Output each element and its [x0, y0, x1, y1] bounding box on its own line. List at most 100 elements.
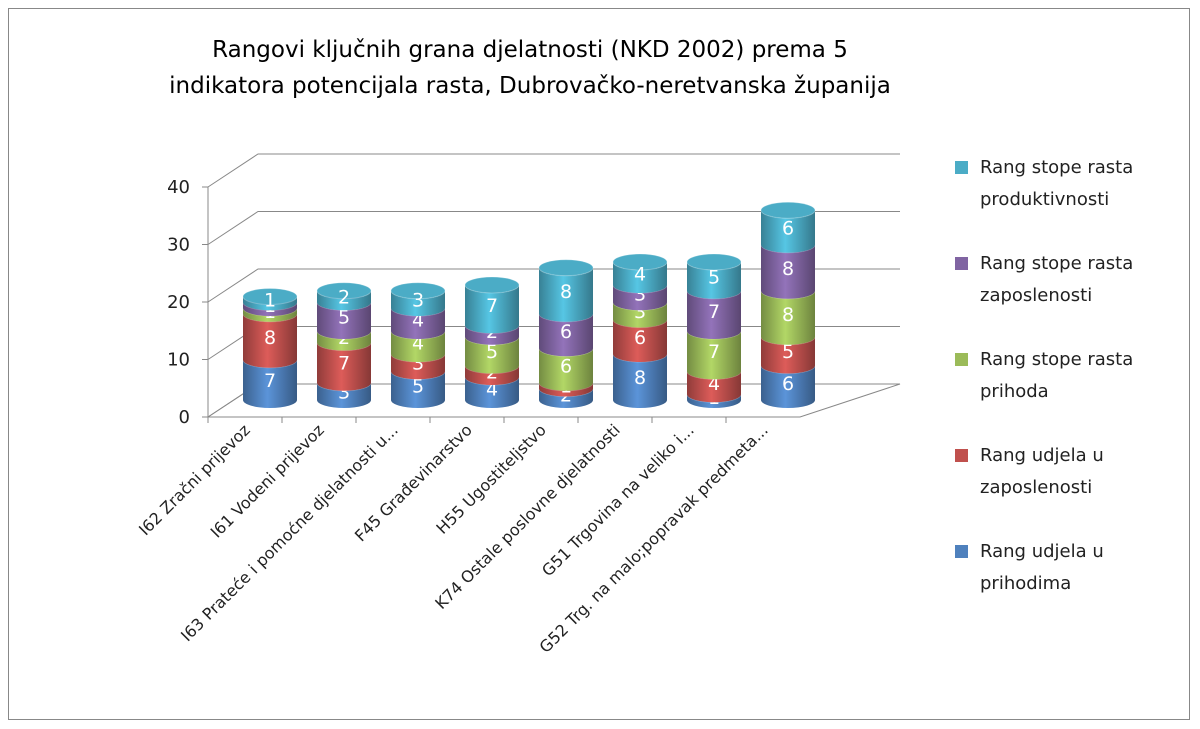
cylinder-top [760, 201, 816, 219]
cylinder-segment [465, 285, 519, 334]
cylinder-segment [465, 336, 519, 374]
cylinder-segment [687, 262, 741, 299]
cylinder-segment [761, 210, 815, 253]
y-tick-label: 30 [167, 235, 190, 256]
legend-item: Rang stope rasta produktivnosti [955, 152, 1155, 248]
legend-item: Rang stope rasta zaposlenosti [955, 248, 1155, 344]
cylinder-top [538, 259, 594, 277]
cylinder-segment [243, 296, 297, 311]
cylinder-segment [317, 290, 371, 311]
cylinder-segment [391, 331, 445, 362]
value-label: 5 [782, 341, 794, 363]
value-label: 4 [634, 264, 646, 286]
legend-label: Rang stope rasta zaposlenosti [980, 253, 1134, 306]
value-label: 6 [782, 373, 794, 395]
cylinder-segment [539, 382, 593, 397]
cylinder-segment [761, 365, 815, 408]
cylinder-segment [687, 290, 741, 339]
cylinder-segment [317, 342, 371, 391]
cylinder-segment [391, 371, 445, 408]
cylinder-segment [391, 308, 445, 339]
cylinder-segment [613, 354, 667, 408]
cylinder-segment [687, 371, 741, 403]
grid-line [207, 211, 900, 245]
cylinder-segment [243, 359, 297, 408]
legend-item: Rang udjela u prihodima [955, 536, 1155, 632]
cylinder-top [316, 282, 372, 300]
value-label: 7 [708, 301, 720, 323]
cylinder-segment [243, 302, 297, 316]
value-label: 6 [782, 218, 794, 240]
cylinder-segment [465, 325, 519, 345]
cylinder-top [242, 288, 298, 305]
legend-label: Rang udjela u zaposlenosti [980, 445, 1104, 498]
y-tick-label: 40 [167, 177, 190, 198]
legend-item: Rang stope rasta prihoda [955, 344, 1155, 440]
chart-title: Rangovi ključnih grana djelatnosti (NKD … [169, 37, 891, 99]
cylinder-segment [687, 394, 741, 408]
legend-label: Rang stope rasta prihoda [980, 349, 1134, 402]
chart-frame [8, 8, 1190, 720]
value-label: 5 [338, 307, 350, 329]
cylinder-top [612, 253, 668, 271]
cylinder-segment [317, 331, 371, 351]
legend-swatch [955, 449, 968, 462]
cylinder-top [686, 253, 742, 271]
y-tick-label: 0 [179, 407, 190, 428]
y-tick-label: 20 [167, 292, 190, 313]
cylinder-segment [539, 267, 593, 322]
cylinder-segment [539, 348, 593, 391]
legend-swatch [955, 161, 968, 174]
cylinder-segment [317, 302, 371, 339]
cylinder-segment [613, 285, 667, 311]
cylinder-top [464, 276, 520, 294]
legend: Rang stope rasta produktivnosti Rang stop… [955, 152, 1155, 632]
cylinder-segment [465, 365, 519, 385]
value-label: 8 [782, 304, 794, 326]
value-label: 7 [264, 370, 276, 392]
cylinder-segment [539, 313, 593, 357]
x-tick-label: G51 Trgovina na veliko i... [538, 420, 698, 580]
value-label: 6 [560, 321, 572, 343]
legend-swatch [955, 545, 968, 558]
cylinder-segment [317, 382, 371, 408]
cylinder-segment [687, 331, 741, 380]
cylinder-segment [391, 354, 445, 380]
cylinder-segment [761, 336, 815, 374]
cylinder-segment [391, 290, 445, 316]
value-label: 2 [338, 287, 350, 309]
value-label: 6 [634, 327, 646, 349]
legend-label: Rang stope rasta produktivnosti [980, 157, 1134, 210]
cylinder-segment [539, 388, 593, 408]
y-tick-label: 10 [167, 350, 190, 371]
value-label: 8 [782, 258, 794, 280]
legend-swatch [955, 353, 968, 366]
cylinder-segment [761, 244, 815, 299]
value-label: 7 [486, 295, 498, 317]
value-label: 6 [560, 356, 572, 378]
cylinder-segment [243, 308, 297, 322]
legend-label: Rang udjela u prihodima [980, 541, 1104, 594]
legend-item: Rang udjela u zaposlenosti [955, 440, 1155, 536]
value-label: 5 [708, 266, 720, 288]
grid-line [207, 268, 900, 303]
value-label: 7 [338, 353, 350, 375]
cylinder-segment [761, 290, 815, 345]
grid-line [207, 153, 900, 188]
cylinder-segment [613, 302, 667, 328]
value-label: 5 [412, 376, 424, 398]
value-label: 8 [634, 367, 646, 389]
value-label: 8 [560, 281, 572, 303]
cylinder-segment [613, 262, 667, 293]
value-label: 3 [412, 289, 424, 311]
cylinder-segment [243, 313, 297, 368]
cylinder-top [390, 282, 446, 300]
cylinder-segment [613, 319, 667, 362]
cylinder-segment [465, 377, 519, 408]
value-label: 5 [486, 341, 498, 363]
value-label: 8 [264, 327, 276, 349]
value-label: 1 [264, 289, 276, 311]
value-label: 7 [708, 341, 720, 363]
